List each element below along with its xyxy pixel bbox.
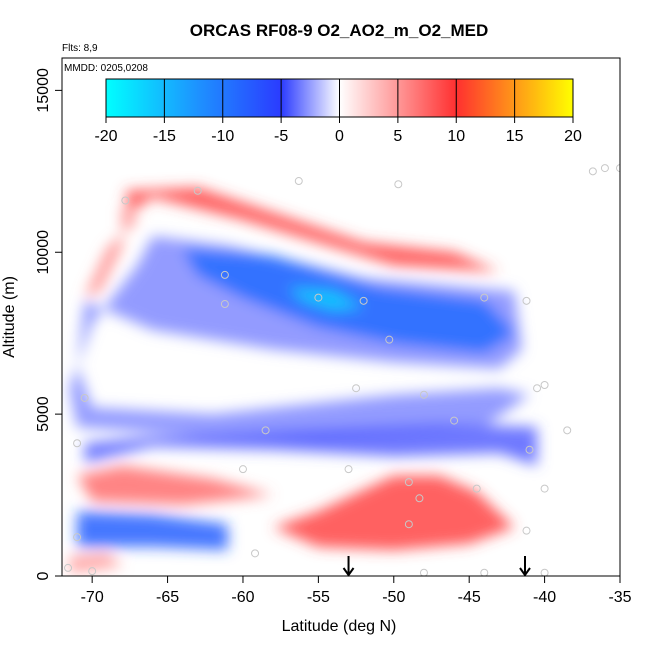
x-axis-label: Latitude (deg N) <box>282 618 397 635</box>
sample-point <box>385 335 394 344</box>
sample-point <box>480 568 489 576</box>
sample-point <box>121 196 130 205</box>
sample-point <box>600 164 609 173</box>
y-tick-label: 5000 <box>35 396 52 432</box>
sample-point <box>522 296 531 305</box>
sample-point <box>415 494 424 503</box>
y-axis: 0 5000 10000 15000 <box>35 68 62 580</box>
x-tick-label: -70 <box>81 589 104 606</box>
heatmap-field <box>69 187 538 573</box>
sample-point <box>540 484 549 493</box>
x-tick-label: -35 <box>608 589 631 606</box>
sample-point <box>563 426 572 435</box>
sample-point <box>522 526 531 535</box>
sample-point <box>419 390 428 399</box>
sample-point <box>88 567 97 576</box>
field-region-near-surface-positive <box>273 475 515 551</box>
sample-point <box>220 300 229 309</box>
flights-label: Flts: 8,9 <box>62 43 98 54</box>
field-region-upper-positive-rim <box>125 187 500 272</box>
colorbar-tick-label: -10 <box>211 128 234 145</box>
date-label: MMDD: 0205,0208 <box>64 63 148 74</box>
field-region-lower-negative-band <box>84 423 538 466</box>
sample-point <box>344 465 353 474</box>
field-region-lower-left-negative <box>77 511 228 551</box>
field-region-surface-left-positive <box>69 553 123 573</box>
sample-point <box>352 384 361 393</box>
plot-frame <box>61 57 621 577</box>
y-tick-label: 15000 <box>35 68 52 113</box>
sample-point <box>394 180 403 189</box>
y-tick-label: 10000 <box>35 230 52 275</box>
sample-point <box>540 380 549 389</box>
sample-point <box>525 445 534 454</box>
sample-point <box>450 416 459 425</box>
flight-marker-arrowhead <box>519 567 531 577</box>
sample-point <box>73 533 82 542</box>
field-region-upper-edge-positive <box>84 203 138 298</box>
sample-point <box>294 177 303 186</box>
sample-point <box>480 293 489 302</box>
sample-point <box>359 296 368 305</box>
flight-markers <box>342 556 531 577</box>
colorbar-tick-label: 5 <box>393 128 402 145</box>
y-tick-label: 0 <box>35 571 52 580</box>
sample-point <box>404 478 413 487</box>
sample-point <box>588 167 597 176</box>
sample-point <box>314 293 323 302</box>
flight-marker-arrowhead <box>342 567 355 577</box>
colorbar-tick-label: 15 <box>506 128 524 145</box>
colorbar-tick-label: 20 <box>564 128 582 145</box>
sample-point <box>404 520 413 529</box>
colorbar-tick-label: 10 <box>447 128 465 145</box>
x-tick-label: -50 <box>382 589 405 606</box>
colorbar-tick-label: -5 <box>274 128 288 145</box>
x-axis: -70 -65 -60 -55 -50 -45 -40 -35 <box>81 576 632 606</box>
sample-point <box>220 270 229 279</box>
x-tick-label: -45 <box>458 589 481 606</box>
sample-points <box>64 164 620 576</box>
sample-point <box>472 484 481 493</box>
x-tick-label: -55 <box>307 589 330 606</box>
x-tick-label: -60 <box>231 589 254 606</box>
colorbar: -20 -15 -10 -5 0 5 10 15 20 <box>94 78 582 145</box>
colorbar-tick-label: -15 <box>153 128 176 145</box>
field-region-mid-negative-band <box>69 236 530 440</box>
sample-point <box>251 549 260 558</box>
sample-point <box>533 384 542 393</box>
x-tick-label: -40 <box>533 589 556 606</box>
sample-point <box>64 563 73 572</box>
y-axis-label: Altitude (m) <box>1 276 18 358</box>
sample-point <box>616 164 620 173</box>
x-tick-label: -65 <box>156 589 179 606</box>
chart-title: ORCAS RF08-9 O2_AO2_m_O2_MED <box>190 21 489 40</box>
field-region-left-positive-lens <box>77 465 274 505</box>
sample-point <box>419 568 428 576</box>
sample-point <box>73 439 82 448</box>
field-region-negative-cyan-core <box>288 287 364 311</box>
colorbar-tick-label: -20 <box>94 128 117 145</box>
sample-point <box>80 393 89 402</box>
sample-point <box>261 426 270 435</box>
sample-point <box>540 568 549 576</box>
sample-point <box>238 465 247 474</box>
colorbar-tick-label: 0 <box>335 128 344 145</box>
sample-point <box>193 186 202 195</box>
